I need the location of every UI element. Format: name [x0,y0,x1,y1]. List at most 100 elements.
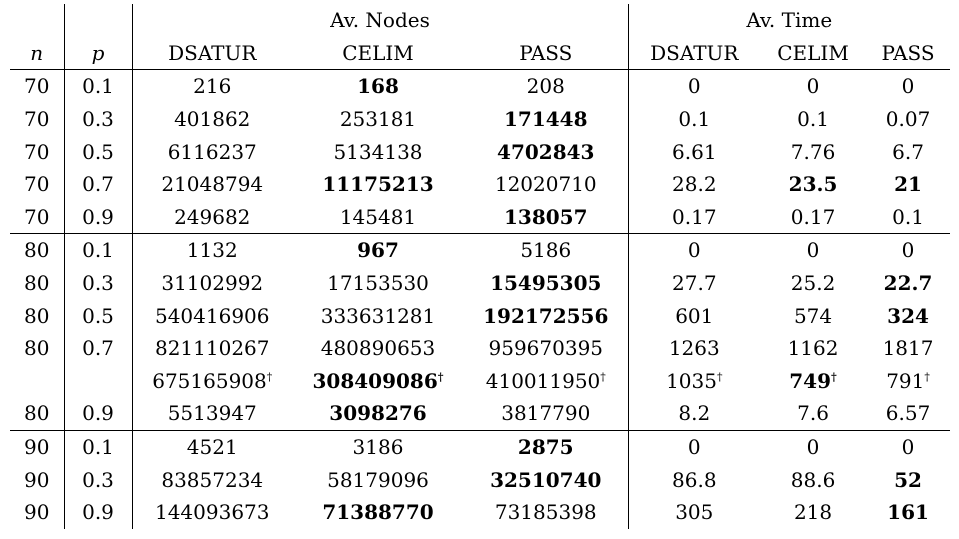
cell-value: 0 [806,435,820,460]
cell-time-dsatur: 0 [627,430,761,464]
cell-value: 0.17 [672,204,717,229]
cell-nodes-pass: 12020710 [464,168,628,201]
table-row: 90 0.1 4521 3186 2875 0 0 0 [10,430,950,464]
cell-value: 249682 [174,204,251,229]
cell-time-celim: 0 [760,430,866,463]
cell-value: 0 [687,435,701,460]
column-header-n: n [10,36,64,71]
cell-nodes-celim: 145481 [292,200,464,235]
cell-value: 1817 [882,336,934,361]
table-row: 80 0.7 821110267 480890653 959670395 1263 1162… [10,331,950,365]
cell-value: 0 [901,435,915,460]
table-row: 675165908† 308409086† 410011950† 1035† 749† 7… [10,364,950,398]
group-header-time: Av. Time [627,4,951,37]
cell-time-pass: 52 [866,463,950,496]
table-row: 90 0.9 144093673 71388770 73185398 305 218 161 [10,495,950,529]
cell-nodes-pass: 138057 [464,200,629,235]
table-row: 70 0.3 401862 253181 171448 0.1 0.1 0.07 [10,102,950,136]
cell-nodes-pass: 410011950† [464,365,628,398]
dagger-mark: † [831,370,837,384]
cell-time-dsatur: 1263 [627,331,761,365]
cell-value: 821110267 [154,336,270,361]
cell-n: 80 [24,271,50,296]
cell-value: 1263 [668,336,720,361]
cell-nodes-dsatur: 83857234 [131,463,292,496]
cell-p: 0.3 [63,266,132,300]
cell-value: 11175213 [322,172,434,197]
cell-p: 0.9 [63,200,132,235]
cell-value: 6.7 [892,139,924,164]
cell-value: 5186 [520,238,572,263]
cell-value: 86.8 [672,467,717,492]
cell-n: 70 [24,139,50,164]
cell-value: 1162 [787,336,839,361]
cell-time-celim: 0.17 [760,200,867,235]
cell-nodes-celim: 11175213 [292,168,464,201]
cell-time-dsatur: 27.7 [627,266,761,300]
cell-value: 28.2 [672,172,717,197]
cell-value: 0.1 [797,107,829,132]
cell-n [10,365,64,398]
cell-nodes-celim: 308409086† [292,365,464,398]
cell-time-dsatur: 601 [627,299,761,332]
cell-nodes-dsatur: 540416906 [131,299,292,332]
cell-time-pass: 0 [866,430,950,463]
cell-value: 401862 [174,107,251,132]
cell-n: 70 [10,200,64,235]
cell-nodes-pass: 3817790 [464,397,629,431]
table-row: 70 0.7 21048794 11175213 12020710 28.2 23.5 21 [10,167,950,201]
cell-time-pass: 21 [866,168,950,201]
cell-time-pass: 791† [866,365,950,398]
cell-nodes-pass: 171448 [464,103,628,136]
cell-time-dsatur: 28.2 [627,167,761,201]
cell-value: 540416906 [154,303,270,328]
table-row: 70 0.5 6116237 5134138 4702843 6.61 7.76 6.7 [10,135,950,168]
cell-nodes-dsatur: 144093673 [131,495,292,529]
cell-value: 410011950 [485,368,601,393]
cell-time-pass: 6.57 [866,397,951,431]
cell-p: 0.1 [63,233,132,267]
cell-value: 0 [901,238,915,263]
cell-time-dsatur: 86.8 [627,463,761,496]
table-row: 70 0.9 249682 145481 138057 0.17 0.17 0.1 [10,200,951,235]
cell-p: 0.5 [63,299,132,332]
cell-time-dsatur: 6.61 [627,135,761,168]
cell-nodes-celim: 17153530 [292,267,464,300]
cell-value: 83857234 [161,467,264,492]
cell-p: 0.9 [63,495,132,529]
cell-value: 574 [793,303,833,328]
dagger-mark: † [600,370,606,384]
cell-nodes-dsatur: 6116237 [131,135,292,168]
cell-time-pass: 6.7 [866,135,950,168]
cell-nodes-celim: 480890653 [292,332,464,365]
cell-value: 1132 [186,238,238,263]
cell-value: 71388770 [322,500,434,525]
cell-nodes-dsatur: 21048794 [131,167,292,201]
cell-time-celim: 0.1 [760,103,866,136]
cell-nodes-pass: 208 [464,70,628,103]
cell-value: 959670395 [488,336,604,361]
cell-time-pass: 1817 [866,332,950,365]
column-header-nodes-pass: PASS [464,36,629,71]
cell-value: 7.76 [790,139,836,164]
cell-n: 90 [24,435,50,460]
cell-value: 0 [687,74,701,99]
cell-value: 3098276 [329,401,427,426]
cell-p [63,364,132,398]
cell-n: 90 [24,467,50,492]
cell-value: 0.07 [885,107,931,132]
cell-value: 5513947 [167,401,257,426]
cell-value: 601 [675,303,714,328]
cell-value: 161 [887,500,929,525]
cell-value: 2875 [517,435,574,460]
cell-value: 7.6 [797,401,829,426]
cell-nodes-pass: 32510740 [464,463,628,496]
cell-n: 70 [24,172,50,197]
cell-nodes-celim: 333631281 [292,299,464,332]
cell-nodes-celim: 71388770 [292,496,464,529]
cell-value: 333631281 [320,303,436,328]
cell-time-pass: 0 [866,234,950,267]
cell-value: 305 [675,500,714,525]
cell-time-pass: 0.07 [866,103,950,136]
cell-nodes-dsatur: 5513947 [131,397,292,431]
